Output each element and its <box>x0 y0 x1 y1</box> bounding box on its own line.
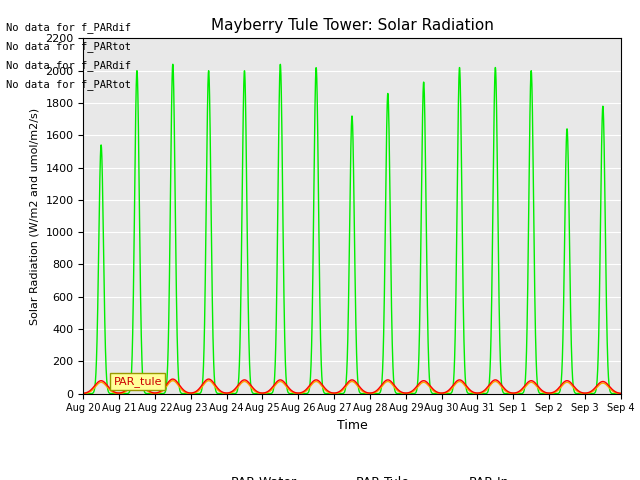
X-axis label: Time: Time <box>337 419 367 432</box>
Y-axis label: Solar Radiation (W/m2 and umol/m2/s): Solar Radiation (W/m2 and umol/m2/s) <box>29 108 40 324</box>
Text: No data for f_PARdif: No data for f_PARdif <box>6 22 131 33</box>
Text: No data for f_PARtot: No data for f_PARtot <box>6 41 131 52</box>
Text: PAR_tule: PAR_tule <box>114 376 162 387</box>
Text: No data for f_PARtot: No data for f_PARtot <box>6 79 131 90</box>
Legend: PAR Water, PAR Tule, PAR In: PAR Water, PAR Tule, PAR In <box>191 471 513 480</box>
Text: No data for f_PARdif: No data for f_PARdif <box>6 60 131 71</box>
Title: Mayberry Tule Tower: Solar Radiation: Mayberry Tule Tower: Solar Radiation <box>211 18 493 33</box>
